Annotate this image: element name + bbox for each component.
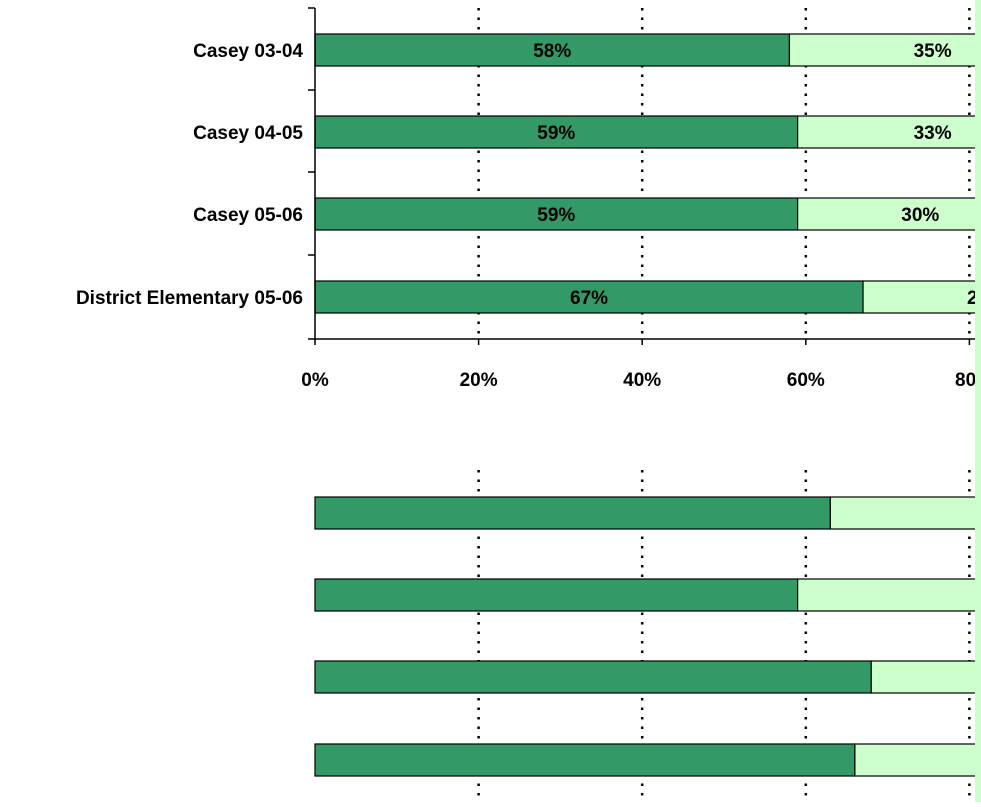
bar-segment xyxy=(797,578,975,612)
chart-plot-area xyxy=(314,470,975,802)
category-label: Casey 03-04 xyxy=(193,41,303,62)
x-tick-label: 60% xyxy=(787,370,825,391)
data-label: 30% xyxy=(901,205,939,226)
bar-segment xyxy=(854,743,975,777)
data-label: 35% xyxy=(914,41,952,62)
x-tick-label: 40% xyxy=(623,370,661,391)
x-tick-label: 80° xyxy=(955,370,981,391)
category-label: Casey 05-06 xyxy=(193,205,303,226)
bar-segment xyxy=(797,115,975,149)
bar-segment xyxy=(314,743,856,777)
chart-plot-area: 58% 35% 59% 33% 59% 30% 67% 28 0% 20% 40% 60% 80° xyxy=(301,8,981,391)
data-label: 33% xyxy=(914,123,952,144)
bar-segment xyxy=(870,660,975,694)
category-label: District Elementary 05-06 xyxy=(76,288,303,309)
x-tick-label: 0% xyxy=(301,370,329,391)
category-label: Casey 04-05 xyxy=(193,123,303,144)
x-tick-label: 20% xyxy=(460,370,498,391)
bar-segment xyxy=(788,33,975,67)
bar-segment xyxy=(314,33,791,67)
chart-2 xyxy=(314,470,975,802)
bar-segment xyxy=(797,197,975,231)
data-label: 59% xyxy=(537,123,575,144)
data-label: 59% xyxy=(537,205,575,226)
bar-segment xyxy=(862,280,975,314)
data-label: 67% xyxy=(570,288,608,309)
bar-segment xyxy=(314,496,831,530)
bar-segment xyxy=(314,115,799,149)
data-label: 58% xyxy=(533,41,571,62)
right-edge-strip xyxy=(975,0,981,802)
bar-segment xyxy=(829,496,975,530)
bar-segment xyxy=(314,660,872,694)
data-label: 28 xyxy=(967,288,981,309)
chart-1: 58% 35% 59% 33% 59% 30% 67% 28 0% 20% 40% 60% 80° Cas… xyxy=(76,7,981,391)
bar-segment xyxy=(314,578,799,612)
